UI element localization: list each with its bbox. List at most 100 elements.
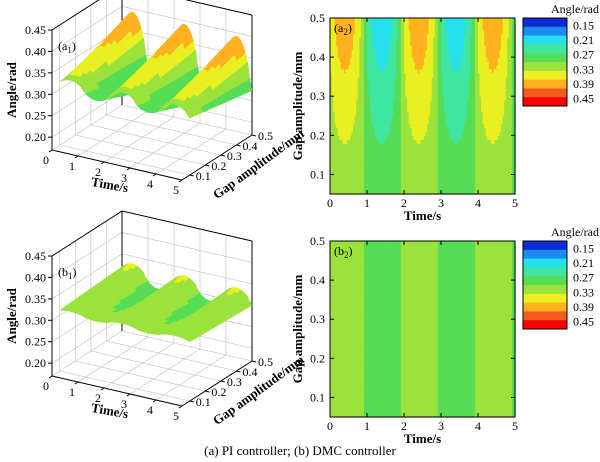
- heatmap-cell: [339, 111, 342, 117]
- heatmap-cell: [337, 131, 340, 136]
- y-tick-mark: [205, 164, 210, 167]
- heatmap-cell: [337, 127, 340, 133]
- heatmap-cell: [337, 170, 340, 176]
- heatmap-cell: [330, 135, 333, 140]
- heatmap-cell: [334, 33, 337, 39]
- side-wall-gridline: [51, 0, 100, 31]
- heatmap-cell: [333, 115, 336, 121]
- heatmap-cell: [333, 190, 336, 195]
- y-tick-label: 0.2: [211, 159, 226, 173]
- heatmap-cell: [334, 115, 337, 121]
- heatmap-cell: [334, 49, 337, 54]
- heatmap-cell: [331, 174, 334, 179]
- heatmap-cell: [336, 115, 339, 121]
- heatmap-cell: [330, 18, 333, 23]
- heatmap-cell: [333, 45, 336, 50]
- heatmap-cell: [337, 158, 340, 164]
- heatmap-cell: [331, 190, 334, 195]
- heatmap-cell: [331, 154, 334, 160]
- heatmap-cell: [336, 143, 339, 148]
- heatmap-cell: [336, 80, 339, 86]
- heatmap-cell: [331, 21, 334, 27]
- x-axis-label: Time/s: [90, 174, 129, 195]
- heatmap-cell: [337, 21, 340, 27]
- y-tick-mark: [251, 134, 257, 137]
- heatmap-cell: [337, 84, 340, 89]
- floor-gridline: [129, 122, 201, 169]
- heatmap-cell: [330, 131, 333, 136]
- heatmap-cell: [331, 96, 334, 101]
- heatmap-cell: [331, 80, 334, 86]
- heatmap-cell: [337, 80, 340, 86]
- x-tick-mark: [152, 173, 157, 177]
- heatmap-cell: [333, 57, 336, 62]
- y-axis-line: [181, 134, 253, 181]
- heatmap-cell: [333, 123, 336, 129]
- z-tick-label: 0.30: [25, 87, 46, 101]
- heatmap-cell: [330, 178, 333, 183]
- heatmap-cell: [331, 186, 334, 191]
- heatmap-cell: [339, 162, 342, 168]
- heatmap-cell: [337, 107, 340, 113]
- y-tick-mark: [220, 154, 226, 157]
- y-tick-label: 0.3: [227, 149, 242, 163]
- heatmap-cell: [331, 119, 334, 125]
- heatmap-cell: [337, 182, 340, 187]
- heatmap-cell: [334, 25, 337, 31]
- heatmap-cell: [333, 41, 336, 46]
- heatmap-cell: [333, 104, 336, 109]
- heatmap-cell: [330, 107, 333, 113]
- heatmap-cell: [334, 154, 337, 160]
- heatmap-cell: [339, 135, 342, 140]
- heatmap-cell: [333, 88, 336, 93]
- heatmap-cell: [333, 166, 336, 172]
- heatmap-cell: [331, 162, 334, 168]
- heatmap-cell: [333, 186, 336, 191]
- heatmap-cell: [334, 41, 337, 46]
- heatmap-cell: [334, 119, 337, 125]
- heatmap-cell: [339, 150, 342, 156]
- y-tick-label: 0.1: [196, 169, 211, 183]
- heatmap-cell: [331, 72, 334, 78]
- floor-gridline: [155, 128, 227, 175]
- heatmap-cell: [334, 92, 337, 97]
- heatmap-cell: [331, 53, 334, 58]
- heatmap-cell: [333, 25, 336, 31]
- heatmap-cell: [337, 49, 340, 54]
- heatmap-cell: [336, 92, 339, 97]
- heatmap-cell: [339, 123, 342, 129]
- heatmap-cell: [334, 21, 337, 27]
- heatmap-cell: [337, 166, 340, 172]
- x-tick-mark: [74, 155, 79, 159]
- heatmap-cell: [333, 72, 336, 78]
- y-tick-label: 0.5: [258, 129, 273, 143]
- heatmap-cell: [336, 25, 339, 31]
- heatmap-cell: [333, 139, 336, 144]
- heatmap-cell: [333, 68, 336, 74]
- heatmap-cell: [333, 76, 336, 82]
- heatmap-cell: [336, 170, 339, 176]
- heatmap-cell: [339, 100, 342, 105]
- heatmap-cell: [331, 49, 334, 54]
- heatmap-cell: [336, 154, 339, 160]
- heatmap-cell: [337, 139, 340, 144]
- heatmap-cell: [334, 53, 337, 58]
- heatmap-cell: [334, 139, 337, 144]
- panel-label: (a1): [58, 39, 76, 55]
- heatmap-cell: [330, 45, 333, 50]
- heatmap-cell: [330, 150, 333, 156]
- heatmap-cell: [331, 127, 334, 133]
- floor-gridline: [90, 124, 221, 156]
- heatmap-cell: [333, 29, 336, 35]
- heatmap-cell: [339, 182, 342, 187]
- heatmap-cell: [336, 72, 339, 78]
- x-tick-label: 3: [121, 171, 127, 185]
- heatmap-cell: [334, 84, 337, 89]
- heatmap-cell: [331, 123, 334, 129]
- heatmap-cell: [337, 178, 340, 183]
- heatmap-cell: [336, 111, 339, 117]
- z-tick-label: 0.35: [25, 66, 46, 80]
- heatmap-cell: [336, 166, 339, 172]
- side-wall-gridline: [51, 91, 123, 138]
- heatmap-cell: [336, 100, 339, 105]
